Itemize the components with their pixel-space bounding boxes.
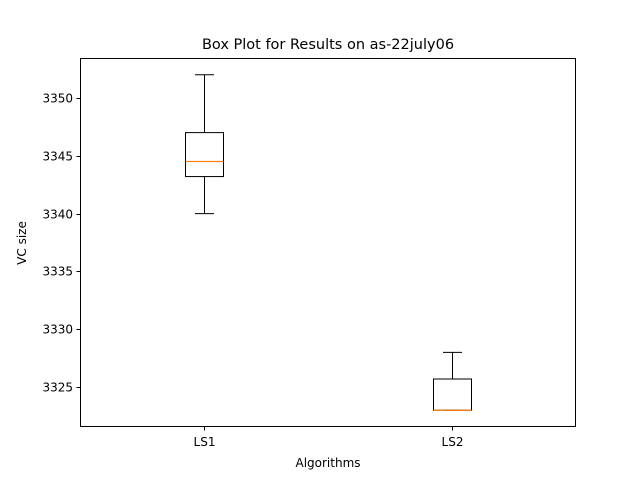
y-tick-label: 3335 [42, 265, 73, 279]
x-axis: LS1 LS2 [194, 427, 464, 449]
y-axis-label: VC size [15, 221, 29, 265]
y-tick-label: 3350 [42, 92, 73, 106]
y-axis: 3325 3330 3335 3340 3345 3350 [42, 92, 80, 395]
chart-title: Box Plot for Results on as-22july06 [202, 37, 454, 53]
x-tick-label: LS2 [442, 435, 464, 449]
plot-frame [80, 58, 576, 427]
box-ls2 [433, 351, 472, 411]
plot-marks [185, 74, 472, 411]
y-tick-label: 3325 [42, 381, 73, 395]
y-tick-label: 3340 [42, 208, 73, 222]
iqr-box [185, 132, 224, 178]
x-axis-label: Algorithms [295, 456, 360, 470]
y-tick-label: 3330 [42, 323, 73, 337]
y-tick-label: 3345 [42, 150, 73, 164]
x-tick-label: LS1 [194, 435, 216, 449]
box-ls1 [185, 74, 224, 215]
